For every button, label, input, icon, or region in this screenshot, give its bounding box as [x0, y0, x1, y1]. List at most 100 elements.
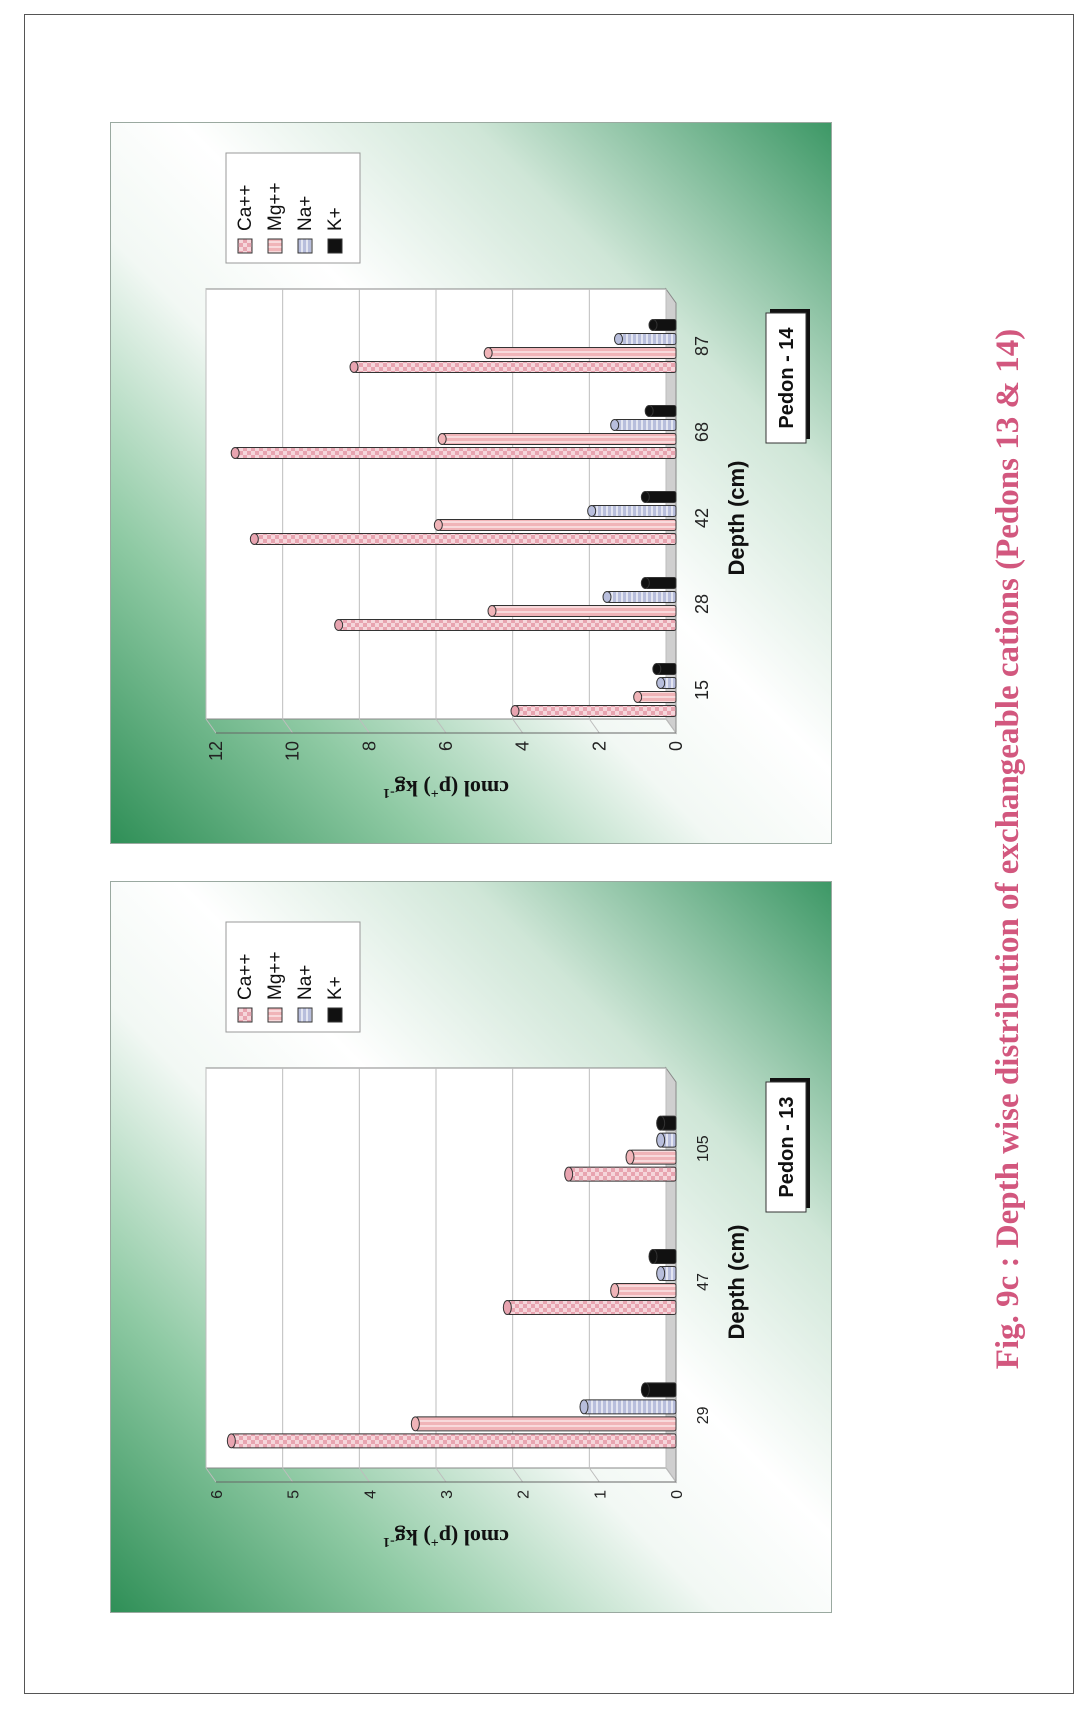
pedon-label-box: Pedon - 13: [765, 1078, 810, 1213]
x-tick-label: 15: [692, 680, 712, 700]
gridline-depth: [282, 1467, 294, 1483]
x-axis-label: Depth (cm): [724, 1225, 749, 1340]
y-tick-label: 10: [283, 741, 303, 761]
legend: Ca++ Mg++ Na+ K+: [225, 152, 361, 264]
bar-ca-47: [502, 1300, 677, 1315]
legend-swatch-na: [297, 1007, 313, 1023]
gridline-depth: [665, 718, 677, 734]
x-tick-label: 47: [695, 1273, 712, 1291]
bar-na-105: [656, 1132, 677, 1148]
y-tick-label: 2: [516, 1490, 533, 1499]
bar-na-68: [610, 419, 677, 431]
gridline-depth: [205, 1467, 217, 1483]
legend-label-mg: Mg++: [265, 182, 286, 231]
gridline-depth: [435, 718, 447, 734]
y-tick-label: 5: [286, 1490, 303, 1499]
gridline-depth: [588, 718, 600, 734]
x-tick-label: 105: [695, 1135, 712, 1162]
x-axis-label: Depth (cm): [724, 461, 749, 576]
gridline-depth: [358, 1467, 370, 1483]
gridline-depth: [588, 1467, 600, 1483]
bar-ca-28: [334, 619, 677, 631]
y-tick-label: 4: [362, 1490, 379, 1499]
legend: Ca++ Mg++ Na+ K+: [225, 921, 361, 1033]
x-tick-label: 29: [695, 1406, 712, 1424]
bar-na-29: [579, 1399, 677, 1415]
x-tick-label: 68: [692, 422, 712, 442]
y-tick-label: 3: [439, 1490, 456, 1499]
legend-label-ca: Ca++: [235, 185, 256, 231]
gridline-depth: [205, 718, 217, 734]
bar-mg-47: [610, 1283, 677, 1298]
legend-swatch-mg: [267, 1007, 283, 1023]
bar-k-87: [648, 319, 677, 331]
y-tick-label: 8: [359, 741, 379, 751]
y-tick-label: 0: [666, 741, 686, 751]
bar-mg-28: [487, 605, 677, 617]
pedon-13-chart: 0 1 2 3 4 5 6 29 47 105 Depth (cm) cmol (p+) kg-1 Ca…: [205, 921, 810, 1550]
y-tick-label: 1: [592, 1490, 609, 1499]
bar-mg-15: [633, 691, 677, 703]
y-tick-label: 12: [206, 741, 226, 761]
gridline-depth: [665, 1467, 677, 1483]
y-axis-label: cmol (p+) kg-1: [383, 1525, 509, 1550]
legend-swatch-mg: [267, 238, 283, 254]
x-tick-label: 28: [692, 594, 712, 614]
bar-na-87: [614, 333, 677, 345]
bar-na-42: [587, 505, 677, 517]
legend-swatch-k: [327, 238, 343, 254]
pedon-label: Pedon - 13: [776, 1096, 798, 1197]
pedon-13-chart-panel: 0 1 2 3 4 5 6 29 47 105 Depth (cm) cmol (p+) kg-1 Ca…: [110, 881, 832, 1613]
gridline-depth: [282, 718, 294, 734]
y-axis-label: cmol (p+) kg-1: [383, 776, 509, 801]
gridline-depth: [435, 1467, 447, 1483]
bar-na-47: [656, 1266, 677, 1281]
legend-label-ca: Ca++: [235, 954, 256, 1000]
y-tick-label: 6: [209, 1490, 226, 1499]
legend-swatch-k: [327, 1007, 343, 1023]
legend-label-k: K+: [325, 976, 346, 1000]
bar-k-47: [648, 1249, 677, 1264]
bar-mg-29: [410, 1416, 677, 1432]
bar-ca-15: [510, 705, 677, 717]
bar-mg-105: [625, 1149, 677, 1165]
gridline-depth: [512, 718, 524, 734]
bar-ca-105: [564, 1166, 677, 1182]
bar-ca-42: [249, 533, 677, 545]
bar-ca-29: [226, 1433, 677, 1449]
gridline-depth: [358, 718, 370, 734]
bar-k-105: [656, 1115, 677, 1131]
bar-k-42: [640, 491, 677, 503]
legend-label-k: K+: [325, 207, 346, 231]
bar-k-28: [640, 577, 677, 589]
legend-label-mg: Mg++: [265, 951, 286, 1000]
legend-swatch-na: [297, 238, 313, 254]
y-tick-label: 2: [589, 741, 609, 751]
pedon-label-box: Pedon - 14: [765, 309, 810, 444]
legend-swatch-ca: [237, 238, 253, 254]
bar-ca-68: [230, 447, 677, 459]
legend-label-na: Na+: [295, 196, 316, 231]
y-tick-label: 6: [436, 741, 456, 751]
bar-na-15: [656, 677, 677, 689]
bar-na-28: [602, 591, 677, 603]
page-frame: [24, 14, 1074, 1694]
bar-k-68: [644, 405, 677, 417]
gridline-depth: [512, 1467, 524, 1483]
bar-mg-42: [433, 519, 677, 531]
bar-ca-87: [349, 361, 677, 373]
bar-k-15: [652, 663, 677, 675]
legend-swatch-ca: [237, 1007, 253, 1023]
x-tick-label: 42: [692, 508, 712, 528]
figure-caption: Fig. 9c : Depth wise distribution of exc…: [990, 328, 1026, 1370]
pedon-14-chart-panel: 0 2 4 6 8 10 12 15 28 42 68 87 Depth (cm) cmol (p+) k…: [110, 122, 832, 844]
bar-mg-87: [483, 347, 677, 359]
y-tick-label: 0: [669, 1490, 686, 1499]
legend-label-na: Na+: [295, 965, 316, 1000]
x-tick-label: 87: [692, 336, 712, 356]
bar-mg-68: [437, 433, 677, 445]
bar-k-29: [640, 1382, 677, 1398]
pedon-label: Pedon - 14: [776, 327, 798, 429]
